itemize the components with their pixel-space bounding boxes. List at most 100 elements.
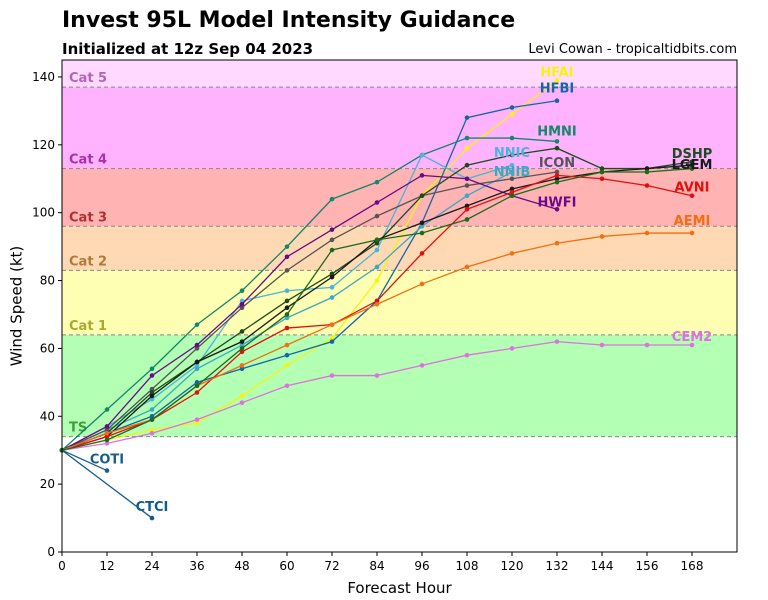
series-line-0	[61, 79, 558, 451]
data-point	[239, 305, 245, 310]
data-point	[284, 363, 290, 368]
data-point	[104, 427, 110, 433]
data-point	[149, 515, 155, 521]
data-point	[239, 349, 245, 355]
data-point	[419, 220, 425, 226]
data-point	[554, 240, 560, 246]
data-point	[194, 322, 200, 327]
x-axis-label: Forecast Hour	[347, 579, 452, 597]
data-point	[104, 434, 110, 439]
data-point	[239, 302, 245, 307]
band-2	[62, 226, 737, 271]
data-point	[599, 234, 605, 239]
data-point	[374, 237, 380, 243]
data-point	[329, 295, 335, 300]
data-point	[194, 417, 200, 422]
data-point	[374, 298, 380, 304]
data-point	[464, 217, 470, 222]
data-point	[509, 346, 515, 351]
x-tick-label: 36	[189, 559, 204, 573]
series-label: NNIB	[494, 165, 531, 180]
data-point	[149, 413, 155, 419]
data-point	[464, 203, 470, 209]
data-point	[689, 159, 695, 165]
data-point	[554, 169, 560, 175]
x-tick-label: 24	[144, 559, 159, 573]
data-point	[464, 183, 470, 188]
x-tick-label: 96	[414, 559, 429, 573]
series-label: HFAI	[540, 65, 573, 80]
data-point	[239, 288, 245, 294]
data-point	[104, 430, 110, 436]
data-point	[509, 105, 515, 110]
data-point	[464, 162, 470, 168]
data-point	[644, 166, 650, 171]
data-point	[374, 200, 380, 205]
data-point	[419, 363, 425, 368]
data-point	[194, 383, 200, 389]
data-point	[329, 339, 335, 344]
data-point	[329, 285, 335, 290]
data-point	[329, 227, 335, 232]
series-line-6	[61, 174, 558, 451]
y-tick-label: 120	[32, 138, 55, 152]
chart-title: Invest 95L Model Intensity Guidance	[62, 8, 516, 33]
x-tick-label: 144	[591, 559, 614, 573]
data-point	[284, 305, 290, 310]
data-point	[284, 325, 290, 331]
data-point	[239, 329, 245, 334]
data-point	[599, 166, 605, 171]
data-point	[509, 193, 515, 199]
data-point	[239, 339, 245, 344]
band-label: TS	[69, 421, 87, 436]
data-point	[149, 390, 155, 395]
data-point	[284, 352, 290, 358]
band-4	[62, 87, 737, 169]
y-tick-label: 40	[40, 409, 55, 423]
data-point	[509, 111, 515, 117]
data-point	[644, 169, 650, 175]
data-point	[509, 186, 515, 192]
x-tick-label: 0	[58, 559, 66, 573]
data-point	[374, 278, 380, 283]
x-tick-label: 72	[324, 559, 339, 573]
data-point	[284, 315, 290, 321]
series-label: LGEM	[672, 158, 713, 173]
series-label: CTCI	[136, 500, 169, 515]
data-point	[149, 417, 155, 422]
data-point	[329, 335, 335, 341]
band-3	[62, 168, 737, 227]
data-point	[509, 176, 515, 182]
series-lines	[59, 78, 695, 521]
data-point	[104, 468, 110, 473]
data-point	[599, 176, 605, 182]
data-point	[284, 244, 290, 249]
x-tick-label: 48	[234, 559, 249, 573]
band-0	[62, 334, 737, 437]
data-point	[284, 254, 290, 260]
data-point	[464, 206, 470, 212]
data-point	[554, 179, 560, 185]
data-point	[329, 237, 335, 243]
data-point	[554, 78, 560, 83]
data-point	[554, 145, 560, 151]
series-line-1	[61, 100, 558, 451]
axes: 0 12 24 36 48 60 72 84 96 108 120 132 144 156 168 0 20 40…	[32, 70, 703, 573]
data-point	[149, 393, 155, 399]
data-point	[374, 213, 380, 219]
series-line-13	[61, 449, 153, 519]
data-point	[329, 247, 335, 253]
data-point	[104, 407, 110, 412]
data-point	[329, 196, 335, 202]
data-point	[194, 390, 200, 395]
data-point	[194, 359, 200, 365]
data-point	[554, 206, 560, 212]
data-point	[374, 179, 380, 185]
data-point	[419, 152, 425, 158]
series-label: HWFI	[538, 195, 577, 210]
series-label: CEM2	[672, 330, 712, 345]
band-5	[62, 60, 737, 88]
y-tick-label: 100	[32, 206, 55, 220]
